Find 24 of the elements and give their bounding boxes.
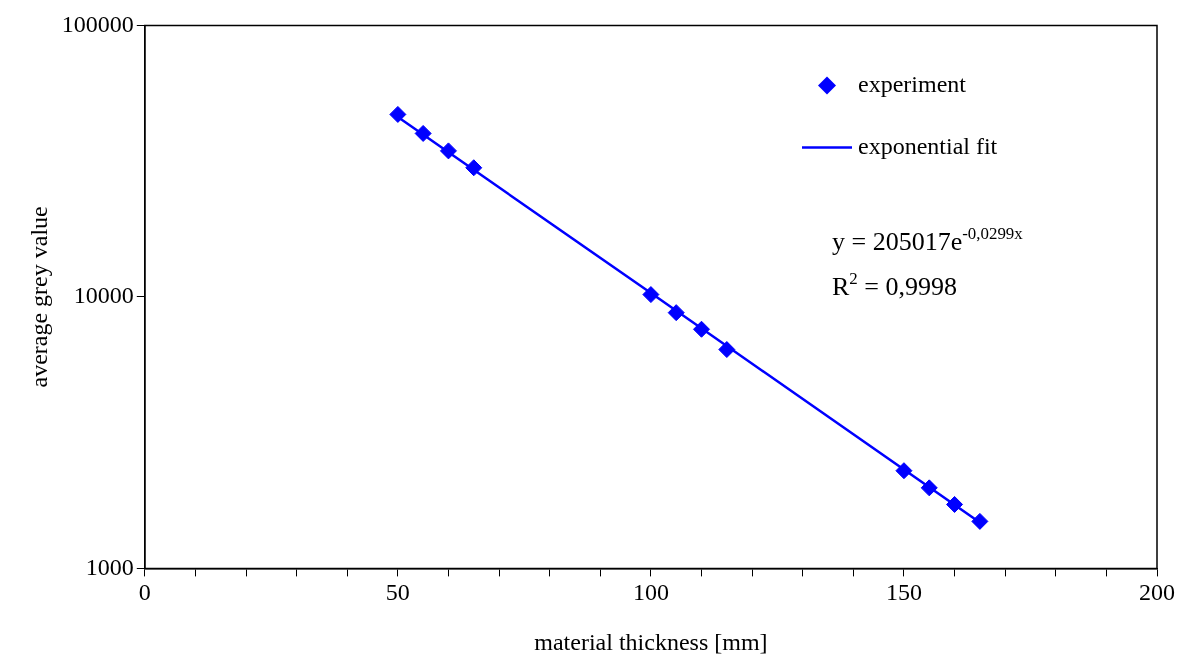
x-axis-title: material thickness [mm] (534, 628, 768, 655)
y-axis-title: average grey value (25, 206, 52, 388)
point (642, 286, 660, 304)
point (920, 479, 938, 497)
x-tick-label: 50 (385, 579, 410, 606)
point (895, 462, 913, 480)
point (693, 320, 711, 338)
point (667, 304, 685, 322)
point (414, 124, 432, 142)
point (971, 512, 989, 530)
y-tick-label: 1000 (85, 553, 134, 580)
point (946, 495, 964, 513)
point (465, 159, 483, 177)
point (439, 142, 457, 160)
point (718, 341, 736, 359)
legend-label: exponential fit (858, 132, 998, 159)
y-tick-label: 10000 (73, 282, 134, 309)
y-tick-label: 100000 (61, 10, 134, 37)
point (389, 105, 407, 123)
x-tick-label: 150 (885, 579, 922, 606)
x-tick-label: 0 (138, 579, 151, 606)
x-tick-label: 100 (632, 579, 669, 606)
x-tick-label: 200 (1139, 579, 1175, 606)
legend-label: experiment (858, 70, 967, 97)
